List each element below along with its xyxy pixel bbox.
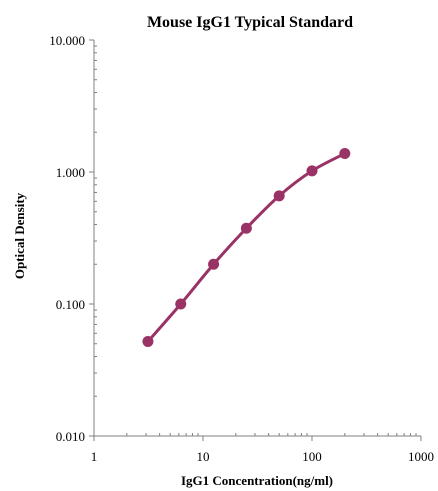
- chart-title: Mouse IgG1 Typical Standard: [147, 14, 353, 31]
- y-tick-label: 0.010: [56, 429, 85, 444]
- axis-tick-labels: 10.000 1.000 0.100 0.010 1 10 100 1000: [49, 33, 434, 464]
- data-point: [208, 258, 220, 270]
- data-point: [273, 190, 285, 202]
- data-point: [175, 298, 187, 310]
- data-point: [240, 222, 252, 234]
- x-axis-label: IgG1 Concentration(ng/ml): [181, 473, 333, 488]
- y-tick-label: 1.000: [56, 165, 85, 180]
- data-point: [142, 335, 154, 347]
- x-tick-label: 100: [302, 449, 322, 464]
- series-od: [142, 148, 351, 347]
- data-point: [339, 148, 351, 160]
- y-tick-label: 0.100: [56, 297, 85, 312]
- data-point: [306, 165, 318, 177]
- x-tick-label: 1000: [408, 449, 434, 464]
- y-axis-label: Optical Density: [12, 192, 27, 279]
- series-line: [146, 152, 347, 343]
- x-tick-label: 1: [91, 449, 98, 464]
- x-tick-label: 10: [197, 449, 210, 464]
- axis-ticks: [89, 39, 422, 441]
- y-tick-label: 10.000: [49, 33, 85, 48]
